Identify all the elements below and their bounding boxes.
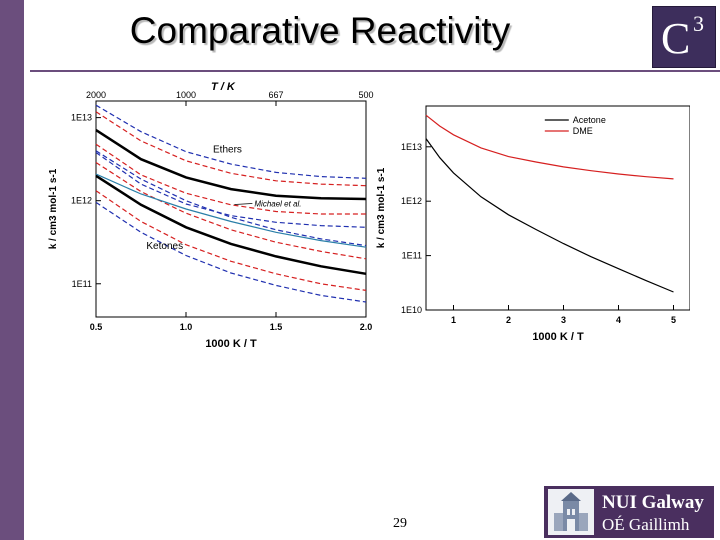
- university-name-irish: OÉ Gaillimh: [602, 515, 690, 534]
- y-tick-label: 1E12: [401, 196, 422, 206]
- left-accent-bar: [0, 0, 24, 540]
- series-line-michael-et-al: [95, 173, 367, 248]
- c3-logo-letter: C: [661, 14, 691, 63]
- chart-ethers-ketones: 0.5 1.0 1.5 2.0 1E11 1E12 1E13 2000 1000 667 500 T …: [48, 82, 374, 347]
- x-tick-label: 1: [451, 315, 456, 325]
- y-axis-label: k / cm3 mol-1 s-1: [48, 168, 59, 249]
- x-tick-label: 3: [561, 315, 566, 325]
- series-line-ketones-lower-red: [95, 190, 367, 291]
- university-emblem-icon: [548, 489, 594, 535]
- series-line-ethers-lower-blue: [95, 152, 367, 228]
- annotation-label: Ketones: [146, 241, 183, 252]
- series-line-ketones-upper-red: [95, 161, 367, 260]
- y-axis-label: k / cm3 mol-1 s-1: [376, 167, 387, 248]
- series-line-acetone: [425, 138, 674, 293]
- legend-label: DME: [573, 126, 593, 136]
- x-axis-label: 1000 K / T: [205, 338, 257, 347]
- y-tick-label: 1E10: [401, 305, 422, 315]
- top-tick-label: 667: [268, 90, 283, 100]
- y-tick-label: 1E12: [71, 196, 92, 206]
- series-line-ketones-upper-blue: [95, 150, 367, 247]
- y-tick-label: 1E13: [71, 113, 92, 123]
- top-tick-label: 500: [358, 90, 373, 100]
- c3-logo-superscript: 3: [693, 11, 704, 36]
- x-tick-label: 1.5: [270, 322, 283, 332]
- top-axis-label: T / K: [211, 82, 236, 93]
- series-line-ethers: [95, 129, 367, 201]
- chart-acetone-dme: 1 2 3 4 5 1E10 1E11 1E12 1E13 1000 K / T k / cm3 m…: [376, 105, 690, 343]
- annotation-pointer: [234, 203, 253, 205]
- title-divider: [30, 70, 720, 72]
- series-line-ethers-upper-red: [95, 111, 367, 187]
- y-tick-label: 1E11: [402, 251, 422, 261]
- plot-frame: [95, 100, 367, 318]
- series-line-ethers-upper-blue: [95, 104, 367, 179]
- series-line-ketones: [95, 174, 367, 276]
- legend-label: Acetone: [573, 115, 606, 125]
- series-line-ketones-lower-blue: [95, 201, 367, 303]
- x-tick-label: 2: [506, 315, 511, 325]
- page-number: 29: [393, 516, 407, 531]
- y-tick-label: 1E11: [72, 279, 92, 289]
- x-tick-label: 0.5: [90, 322, 103, 332]
- c3-logo: C 3: [652, 6, 716, 68]
- annotation-label: Michael et al.: [254, 200, 301, 209]
- series-line-ethers-lower-red: [95, 143, 366, 215]
- top-tick-label: 2000: [86, 90, 106, 100]
- y-tick-label: 1E13: [401, 142, 422, 152]
- top-tick-label: 1000: [176, 90, 196, 100]
- series-line-dme: [425, 114, 674, 180]
- plot-frame: [425, 105, 690, 311]
- x-tick-label: 1.0: [180, 322, 193, 332]
- nui-galway-logo: NUI Galway OÉ Gaillimh: [544, 486, 714, 538]
- annotation-label: Ethers: [213, 145, 242, 156]
- x-axis-label: 1000 K / T: [532, 331, 584, 343]
- slide-title: Comparative Reactivity: [129, 10, 511, 51]
- university-name: NUI Galway: [602, 492, 704, 513]
- x-tick-label: 2.0: [360, 322, 373, 332]
- x-tick-label: 5: [671, 315, 676, 325]
- x-tick-label: 4: [616, 315, 621, 325]
